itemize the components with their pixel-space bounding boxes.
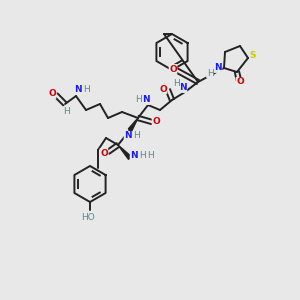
Text: N: N xyxy=(179,83,187,92)
Text: HO: HO xyxy=(81,212,95,221)
Text: O: O xyxy=(159,85,167,94)
Text: O: O xyxy=(169,64,177,74)
Text: N: N xyxy=(130,152,138,160)
Text: S: S xyxy=(250,52,256,61)
Text: H: H xyxy=(133,131,140,140)
Text: H: H xyxy=(135,95,141,104)
Text: O: O xyxy=(48,89,56,98)
Text: H: H xyxy=(64,106,70,116)
Text: H: H xyxy=(207,68,213,77)
Text: H: H xyxy=(147,152,153,160)
Text: H: H xyxy=(139,152,145,160)
Text: N: N xyxy=(124,131,132,140)
Text: H: H xyxy=(82,85,89,94)
Text: H: H xyxy=(174,80,180,88)
Text: N: N xyxy=(74,85,82,94)
Polygon shape xyxy=(128,118,138,131)
Text: O: O xyxy=(236,77,244,86)
Polygon shape xyxy=(118,145,131,159)
Text: N: N xyxy=(142,95,150,104)
Text: O: O xyxy=(100,148,108,158)
Text: O: O xyxy=(152,116,160,125)
Text: N: N xyxy=(214,64,222,73)
